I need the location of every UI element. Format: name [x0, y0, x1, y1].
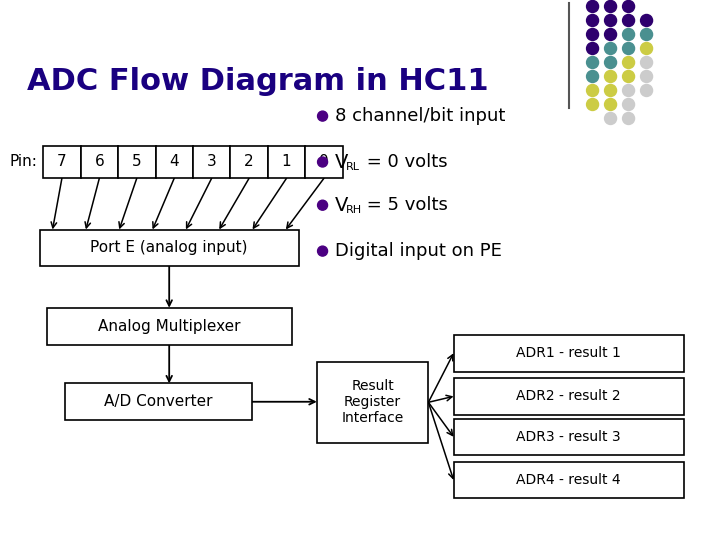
FancyBboxPatch shape	[317, 362, 428, 443]
Text: 7: 7	[57, 154, 67, 170]
Circle shape	[605, 112, 616, 125]
FancyBboxPatch shape	[40, 230, 299, 266]
Text: V: V	[335, 152, 348, 172]
Text: Pin:: Pin:	[9, 154, 37, 170]
Circle shape	[318, 157, 328, 167]
Circle shape	[318, 246, 328, 256]
Circle shape	[318, 200, 328, 210]
FancyBboxPatch shape	[268, 146, 305, 178]
Circle shape	[641, 57, 652, 69]
Circle shape	[623, 112, 634, 125]
Circle shape	[623, 57, 634, 69]
Circle shape	[605, 84, 616, 97]
Text: ADR1 - result 1: ADR1 - result 1	[516, 346, 621, 360]
Circle shape	[605, 98, 616, 111]
Circle shape	[587, 57, 598, 69]
FancyBboxPatch shape	[43, 146, 81, 178]
FancyBboxPatch shape	[230, 146, 268, 178]
Text: ADR4 - result 4: ADR4 - result 4	[516, 473, 621, 487]
FancyBboxPatch shape	[454, 462, 684, 498]
FancyBboxPatch shape	[47, 308, 292, 345]
FancyBboxPatch shape	[118, 146, 156, 178]
Circle shape	[641, 15, 652, 26]
Circle shape	[641, 43, 652, 55]
Text: 5: 5	[132, 154, 142, 170]
Circle shape	[318, 111, 328, 121]
Text: 1: 1	[282, 154, 292, 170]
Circle shape	[587, 84, 598, 97]
Circle shape	[605, 71, 616, 83]
FancyBboxPatch shape	[454, 335, 684, 372]
Text: 6: 6	[94, 154, 104, 170]
Text: RL: RL	[346, 162, 360, 172]
Text: Digital input on PE: Digital input on PE	[335, 242, 502, 260]
Circle shape	[587, 71, 598, 83]
Text: ADR3 - result 3: ADR3 - result 3	[516, 430, 621, 444]
Text: Port E (analog input): Port E (analog input)	[91, 240, 248, 255]
Circle shape	[605, 57, 616, 69]
Text: ADC Flow Diagram in HC11: ADC Flow Diagram in HC11	[27, 66, 489, 96]
Text: V: V	[335, 195, 348, 215]
Text: 4: 4	[169, 154, 179, 170]
Circle shape	[605, 1, 616, 12]
Circle shape	[623, 71, 634, 83]
Text: 8 channel/bit input: 8 channel/bit input	[335, 107, 505, 125]
FancyBboxPatch shape	[65, 383, 252, 420]
Text: Result
Register
Interface: Result Register Interface	[341, 379, 404, 426]
Circle shape	[623, 1, 634, 12]
Circle shape	[587, 29, 598, 40]
Text: ADR2 - result 2: ADR2 - result 2	[516, 389, 621, 403]
Circle shape	[623, 84, 634, 97]
Text: = 0 volts: = 0 volts	[361, 153, 447, 171]
FancyBboxPatch shape	[81, 146, 118, 178]
Circle shape	[587, 98, 598, 111]
Circle shape	[623, 43, 634, 55]
Text: 2: 2	[244, 154, 254, 170]
Text: 0: 0	[319, 154, 329, 170]
Text: Analog Multiplexer: Analog Multiplexer	[98, 319, 240, 334]
Circle shape	[623, 29, 634, 40]
Text: A/D Converter: A/D Converter	[104, 394, 212, 409]
FancyBboxPatch shape	[454, 418, 684, 455]
Text: = 5 volts: = 5 volts	[361, 196, 448, 214]
Circle shape	[641, 84, 652, 97]
Circle shape	[587, 1, 598, 12]
Circle shape	[605, 43, 616, 55]
Circle shape	[623, 98, 634, 111]
Circle shape	[587, 15, 598, 26]
Text: RH: RH	[346, 205, 362, 215]
Circle shape	[641, 29, 652, 40]
Text: 3: 3	[207, 154, 217, 170]
FancyBboxPatch shape	[193, 146, 230, 178]
Circle shape	[623, 15, 634, 26]
Circle shape	[641, 71, 652, 83]
FancyBboxPatch shape	[305, 146, 343, 178]
Circle shape	[587, 43, 598, 55]
Circle shape	[605, 15, 616, 26]
FancyBboxPatch shape	[156, 146, 193, 178]
Circle shape	[605, 29, 616, 40]
FancyBboxPatch shape	[454, 378, 684, 415]
